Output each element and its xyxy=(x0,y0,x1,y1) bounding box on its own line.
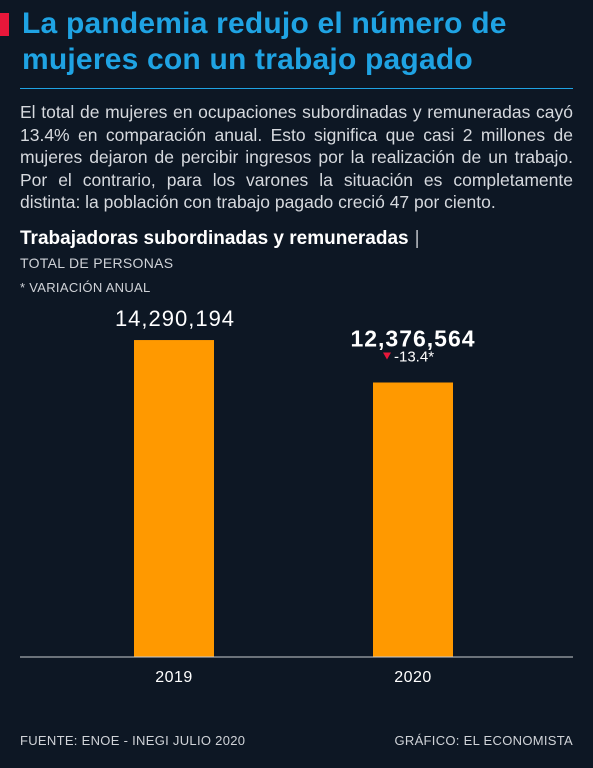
note-label: * VARIACIÓN ANUAL xyxy=(20,280,151,295)
chart-title-separator: | xyxy=(414,228,420,249)
unit-label: TOTAL DE PERSONAS xyxy=(20,255,174,271)
down-triangle-icon xyxy=(383,352,391,360)
x-tick-label-2019: 2019 xyxy=(155,669,193,686)
graphic-credit: GRÁFICO: EL ECONOMISTA xyxy=(394,733,573,748)
chart-title-text: Trabajadoras subordinadas y remuneradas xyxy=(20,228,409,249)
bar-2019 xyxy=(134,340,214,657)
change-label: -13.4* xyxy=(394,348,434,365)
source-note: FUENTE: ENOE - INEGI JULIO 2020 xyxy=(20,733,246,748)
value-label-2019: 14,290,194 xyxy=(115,306,235,331)
x-tick-label-2020: 2020 xyxy=(394,669,432,686)
value-label-2020: 12,376,564 xyxy=(350,325,475,351)
headline-rule xyxy=(20,88,573,89)
bar-2020 xyxy=(373,382,453,657)
intro-paragraph: El total de mujeres en ocupaciones subor… xyxy=(20,102,573,213)
accent-bar xyxy=(0,13,9,36)
chart-title: Trabajadoras subordinadas y remuneradas | xyxy=(20,228,580,250)
headline: La pandemia redujo el número de mujeres … xyxy=(22,7,507,76)
